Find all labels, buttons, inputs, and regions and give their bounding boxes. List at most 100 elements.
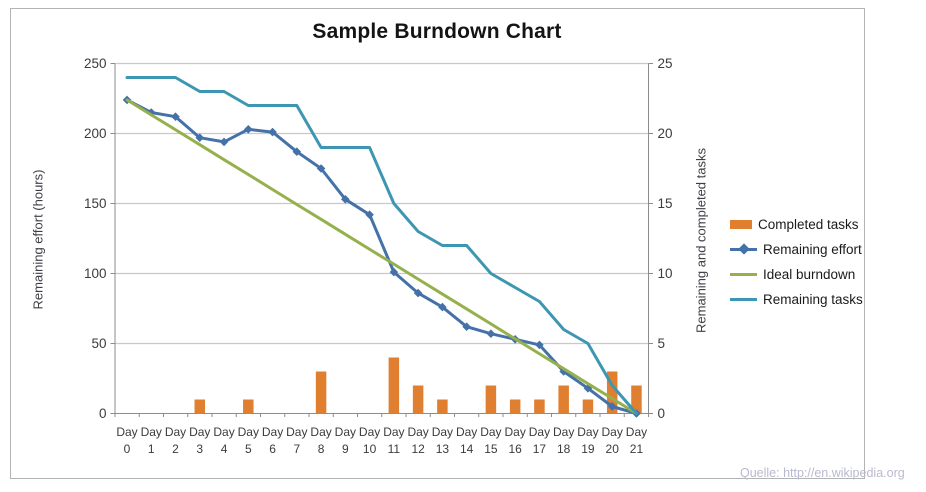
right-tick-label: 25 — [658, 56, 673, 71]
diamond-marker-icon — [389, 267, 399, 277]
legend-label: Completed tasks — [758, 217, 859, 232]
right-tick-label: 10 — [658, 266, 673, 281]
x-label-number: 4 — [221, 442, 228, 456]
x-label-number: 7 — [293, 442, 300, 456]
line-diamond-swatch-icon — [730, 243, 757, 255]
legend-item-remaining-tasks: Remaining tasks — [730, 287, 863, 312]
diamond-marker-icon — [195, 133, 205, 142]
x-label-word: Day — [602, 425, 623, 439]
x-label-word: Day — [480, 425, 501, 439]
x-label-word: Day — [359, 425, 380, 439]
diamond-marker-icon — [268, 127, 277, 137]
completed-tasks-bar — [631, 385, 642, 414]
diamond-marker-icon — [535, 340, 544, 350]
x-label-number: 18 — [557, 442, 571, 456]
x-label-word: Day — [213, 425, 234, 439]
x-label-word: Day — [432, 425, 453, 439]
diamond-marker-icon — [244, 125, 253, 134]
x-label-word: Day — [626, 425, 647, 439]
x-label-word: Day — [529, 425, 550, 439]
completed-tasks-bar — [534, 399, 545, 414]
x-label-number: 14 — [460, 442, 474, 456]
x-label-number: 8 — [318, 442, 325, 456]
x-label-word: Day — [383, 425, 404, 439]
x-label-word: Day — [456, 425, 477, 439]
remaining-effort-line — [125, 98, 638, 415]
x-label-number: 19 — [581, 442, 595, 456]
x-label-word: Day — [141, 425, 162, 439]
completed-tasks-bar — [606, 371, 618, 414]
completed-tasks-bar — [485, 385, 497, 414]
diamond-marker-icon — [462, 322, 471, 331]
legend-item-ideal-burndown: Ideal burndown — [730, 262, 863, 287]
x-label-number: 10 — [363, 442, 377, 456]
x-label-number: 15 — [484, 442, 498, 456]
diamond-marker-icon — [413, 288, 423, 298]
completed-tasks-bar — [388, 357, 400, 414]
completed-tasks-bar — [582, 399, 594, 414]
x-label-word: Day — [407, 425, 428, 439]
legend-item-remaining-effort: Remaining effort — [730, 237, 863, 262]
chart-border — [10, 8, 865, 479]
right-tick-label: 15 — [658, 196, 673, 211]
diamond-marker-icon — [365, 210, 374, 219]
diamond-marker-icon — [341, 195, 350, 204]
line-swatch-icon — [730, 298, 757, 301]
left-axis-title: Remaining effort (hours) — [30, 169, 46, 310]
legend-label: Remaining effort — [763, 242, 862, 257]
left-tick-label: 100 — [84, 266, 107, 281]
completed-tasks-bar — [437, 399, 448, 414]
completed-tasks-bar — [194, 399, 206, 414]
right-tick-label: 5 — [658, 336, 666, 351]
x-label-word: Day — [504, 425, 525, 439]
source-watermark: Quelle: http://en.wikipedia.org — [740, 466, 905, 480]
x-label-number: 12 — [411, 442, 425, 456]
diamond-marker-icon — [738, 243, 750, 255]
diamond-marker-icon — [607, 402, 617, 411]
x-label-number: 20 — [606, 442, 620, 456]
left-tick-label: 200 — [84, 126, 107, 141]
completed-tasks-bar — [558, 385, 569, 414]
completed-tasks-bar — [509, 399, 521, 414]
x-label-number: 1 — [148, 442, 155, 456]
x-label-number: 5 — [245, 442, 252, 456]
left-tick-label: 150 — [84, 196, 107, 211]
x-label-number: 13 — [436, 442, 450, 456]
completed-tasks-bar — [243, 399, 254, 414]
x-label-number: 9 — [342, 442, 349, 456]
legend-item-completed-tasks: Completed tasks — [730, 212, 863, 237]
x-label-number: 0 — [124, 442, 131, 456]
legend-label: Ideal burndown — [763, 267, 856, 282]
x-label-number: 21 — [630, 442, 644, 456]
diamond-marker-icon — [292, 147, 302, 156]
diamond-marker-icon — [316, 164, 326, 173]
x-label-word: Day — [116, 425, 137, 439]
x-label-number: 3 — [196, 442, 203, 456]
left-tick-label: 250 — [84, 56, 107, 71]
x-label-word: Day — [553, 425, 574, 439]
x-label-word: Day — [310, 425, 331, 439]
x-label-number: 2 — [172, 442, 179, 456]
x-label-word: Day — [286, 425, 307, 439]
remaining-tasks-line — [125, 76, 638, 415]
x-label-word: Day — [238, 425, 259, 439]
legend: Completed tasks Remaining effort Ideal b… — [730, 212, 863, 312]
left-tick-label: 50 — [91, 336, 106, 351]
left-tick-label: 0 — [99, 406, 107, 421]
bar-swatch-icon — [730, 220, 752, 229]
legend-label: Remaining tasks — [763, 292, 863, 307]
x-label-number: 11 — [388, 442, 401, 456]
x-label-number: 16 — [508, 442, 522, 456]
right-tick-label: 20 — [658, 126, 673, 141]
completed-tasks-bar — [315, 371, 327, 414]
diamond-marker-icon — [438, 302, 447, 312]
diamond-marker-icon — [171, 112, 180, 121]
x-label-word: Day — [577, 425, 598, 439]
x-label-number: 6 — [269, 442, 276, 456]
x-label-word: Day — [262, 425, 283, 439]
right-tick-label: 0 — [658, 406, 666, 421]
right-axis-title: Remaining and completed tasks — [693, 148, 709, 333]
x-label-word: Day — [165, 425, 186, 439]
